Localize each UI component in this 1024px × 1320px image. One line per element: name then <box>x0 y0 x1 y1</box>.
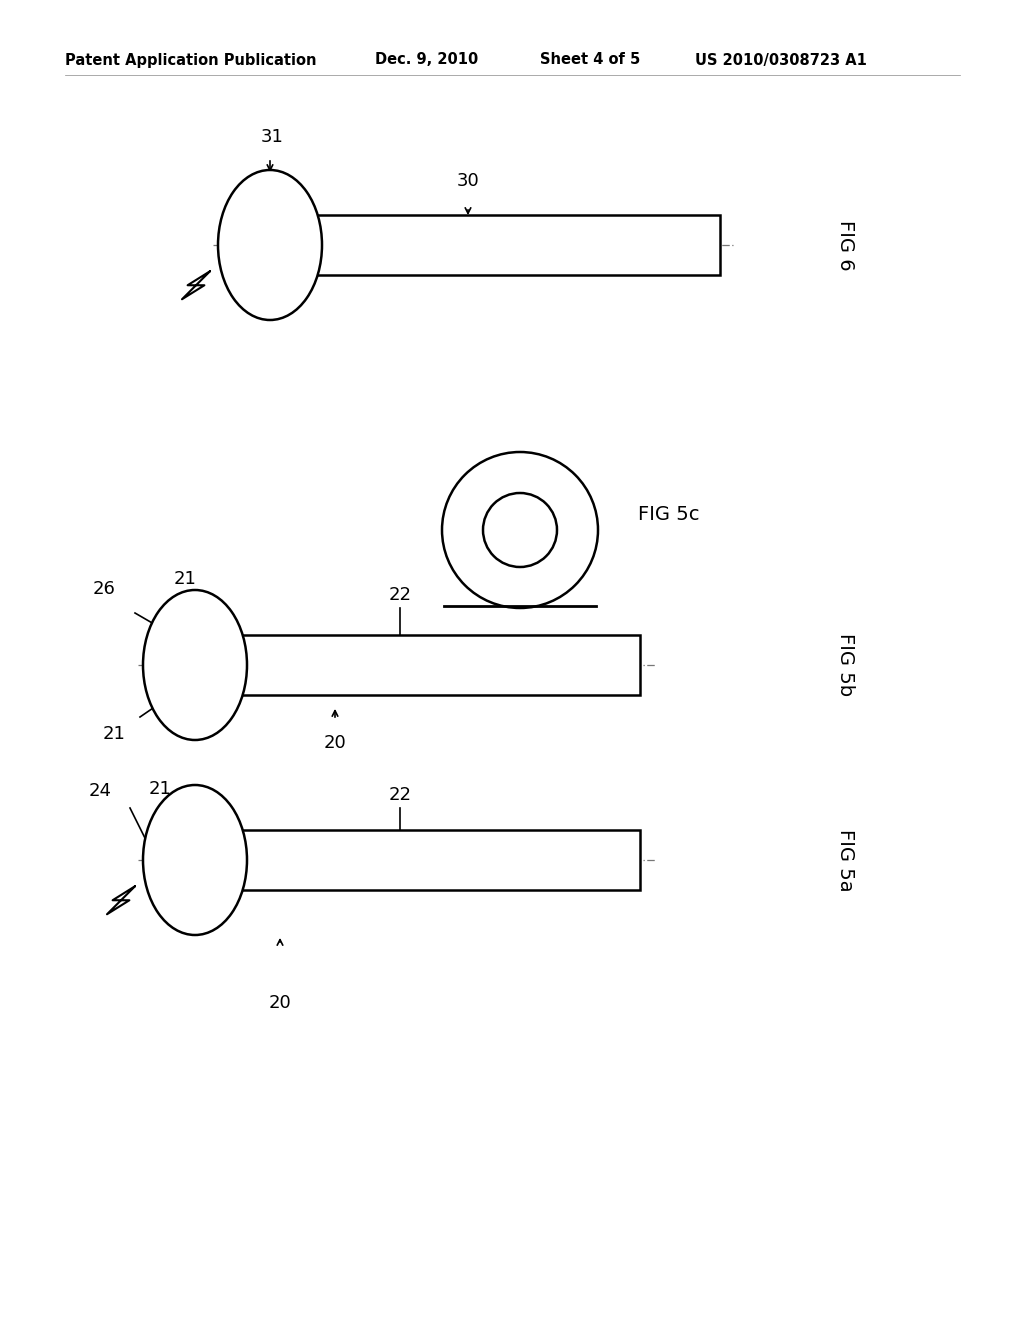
Text: FIG 5a: FIG 5a <box>836 829 854 891</box>
Ellipse shape <box>483 492 557 568</box>
Text: 30: 30 <box>457 172 479 190</box>
Ellipse shape <box>442 451 598 609</box>
Text: Patent Application Publication: Patent Application Publication <box>65 53 316 67</box>
Text: 26: 26 <box>92 579 115 598</box>
Text: 31: 31 <box>260 128 284 147</box>
Text: Sheet 4 of 5: Sheet 4 of 5 <box>540 53 640 67</box>
Text: FIG 5b: FIG 5b <box>836 634 854 697</box>
Ellipse shape <box>218 170 322 319</box>
Bar <box>195 635 640 696</box>
Text: 24: 24 <box>89 781 112 800</box>
Text: US 2010/0308723 A1: US 2010/0308723 A1 <box>695 53 867 67</box>
Text: 20: 20 <box>324 734 346 752</box>
Text: 22: 22 <box>388 785 412 804</box>
Text: Dec. 9, 2010: Dec. 9, 2010 <box>375 53 478 67</box>
Bar <box>195 830 640 890</box>
Text: FIG 5c: FIG 5c <box>638 506 699 524</box>
Text: FIG 6: FIG 6 <box>836 219 854 271</box>
Text: 22: 22 <box>388 586 412 605</box>
Text: 20: 20 <box>268 994 292 1012</box>
Ellipse shape <box>143 785 247 935</box>
Ellipse shape <box>143 590 247 741</box>
Bar <box>270 215 720 275</box>
Text: 21: 21 <box>148 780 171 799</box>
Text: 21: 21 <box>173 570 197 587</box>
Text: 21: 21 <box>102 725 125 743</box>
